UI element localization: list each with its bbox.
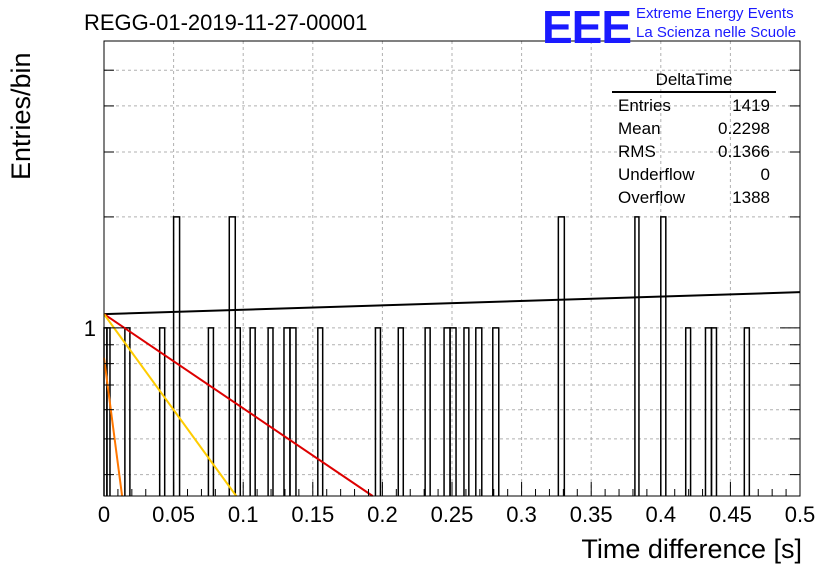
stats-value: 0.2298	[718, 119, 770, 138]
logo-tagline: Extreme Energy Events La Scienza nelle S…	[636, 4, 796, 42]
histogram-bin	[172, 216, 181, 496]
stats-row-mean: Mean 0.2298	[612, 117, 776, 140]
histogram-bin	[704, 327, 713, 496]
histogram-bin	[492, 327, 500, 496]
histogram-bin	[449, 327, 457, 496]
x-tick-label: 0.3	[506, 502, 537, 527]
histogram-bin	[106, 327, 111, 496]
histogram-bin	[684, 327, 692, 496]
stats-value: 1419	[732, 96, 770, 115]
histogram-bin	[207, 327, 215, 496]
histogram-bin	[267, 327, 274, 496]
stats-row-rms: RMS 0.1366	[612, 140, 776, 163]
histogram-bin	[158, 327, 166, 496]
stats-row-underflow: Underflow 0	[612, 163, 776, 186]
stats-row-entries: Entries 1419	[612, 94, 776, 117]
axes-ticks: 0 0.05 0.1 0.15 0.2 0.25 0.3 0.35 0.4 0.45 0.5 1	[84, 69, 816, 527]
histogram-bin	[289, 327, 297, 496]
stats-box: DeltaTime Entries 1419 Mean 0.2298 RMS 0…	[612, 70, 776, 209]
x-tick-label: 0.1	[228, 502, 259, 527]
fit-line	[103, 313, 374, 497]
histogram-bin	[743, 327, 751, 496]
x-tick-label: 0.35	[570, 502, 613, 527]
histogram-bin	[317, 327, 324, 496]
stats-label: Overflow	[618, 188, 686, 207]
x-tick-label: 0.05	[152, 502, 195, 527]
histogram-bin	[283, 327, 291, 496]
logo-tagline-line1: Extreme Energy Events	[636, 5, 794, 22]
y-axis-label: Entries/bin	[6, 52, 36, 180]
histogram-bin	[443, 327, 451, 496]
x-tick-label: 0.45	[709, 502, 752, 527]
x-tick-label: 0.5	[785, 502, 816, 527]
histogram-bin	[710, 327, 718, 496]
stats-value: 0.1366	[718, 142, 770, 161]
histogram-bin	[557, 216, 566, 496]
histogram-bin	[634, 216, 640, 496]
y-tick-label: 1	[84, 316, 96, 341]
x-tick-label: 0.2	[367, 502, 398, 527]
fit-line	[103, 291, 801, 316]
x-tick-label: 0.4	[646, 502, 677, 527]
histogram-bin	[374, 327, 382, 496]
x-axis-label: Time difference [s]	[581, 534, 802, 564]
stats-value: 1388	[732, 188, 770, 207]
chart-title: REGG-01-2019-11-27-00001	[84, 10, 368, 35]
stats-label: RMS	[618, 142, 656, 161]
x-tick-label: 0.25	[431, 502, 474, 527]
stats-label: Underflow	[618, 165, 695, 184]
fit-line	[103, 313, 238, 497]
histogram-bin	[228, 216, 237, 496]
histogram-bin	[475, 327, 483, 496]
logo-tagline-line2: La Scienza nelle Scuole	[636, 24, 797, 41]
histogram-bin	[234, 327, 242, 496]
stats-value: 0	[760, 165, 770, 184]
histogram-bin	[463, 327, 470, 496]
fit-lines	[103, 291, 801, 497]
histogram-bin	[660, 216, 667, 496]
eee-logo: EEE	[542, 1, 632, 53]
x-tick-label: 0	[98, 502, 110, 527]
stats-label: Mean	[618, 119, 661, 138]
x-tick-label: 0.15	[291, 502, 334, 527]
fit-line	[103, 357, 124, 497]
histogram-bin	[249, 327, 256, 496]
stats-title: DeltaTime	[612, 70, 776, 93]
histogram-bars	[103, 216, 751, 496]
histogram-bin	[424, 327, 431, 496]
stats-row-overflow: Overflow 1388	[612, 186, 776, 209]
histogram-bin	[397, 327, 405, 496]
histogram-bin	[124, 327, 131, 496]
stats-label: Entries	[618, 96, 671, 115]
